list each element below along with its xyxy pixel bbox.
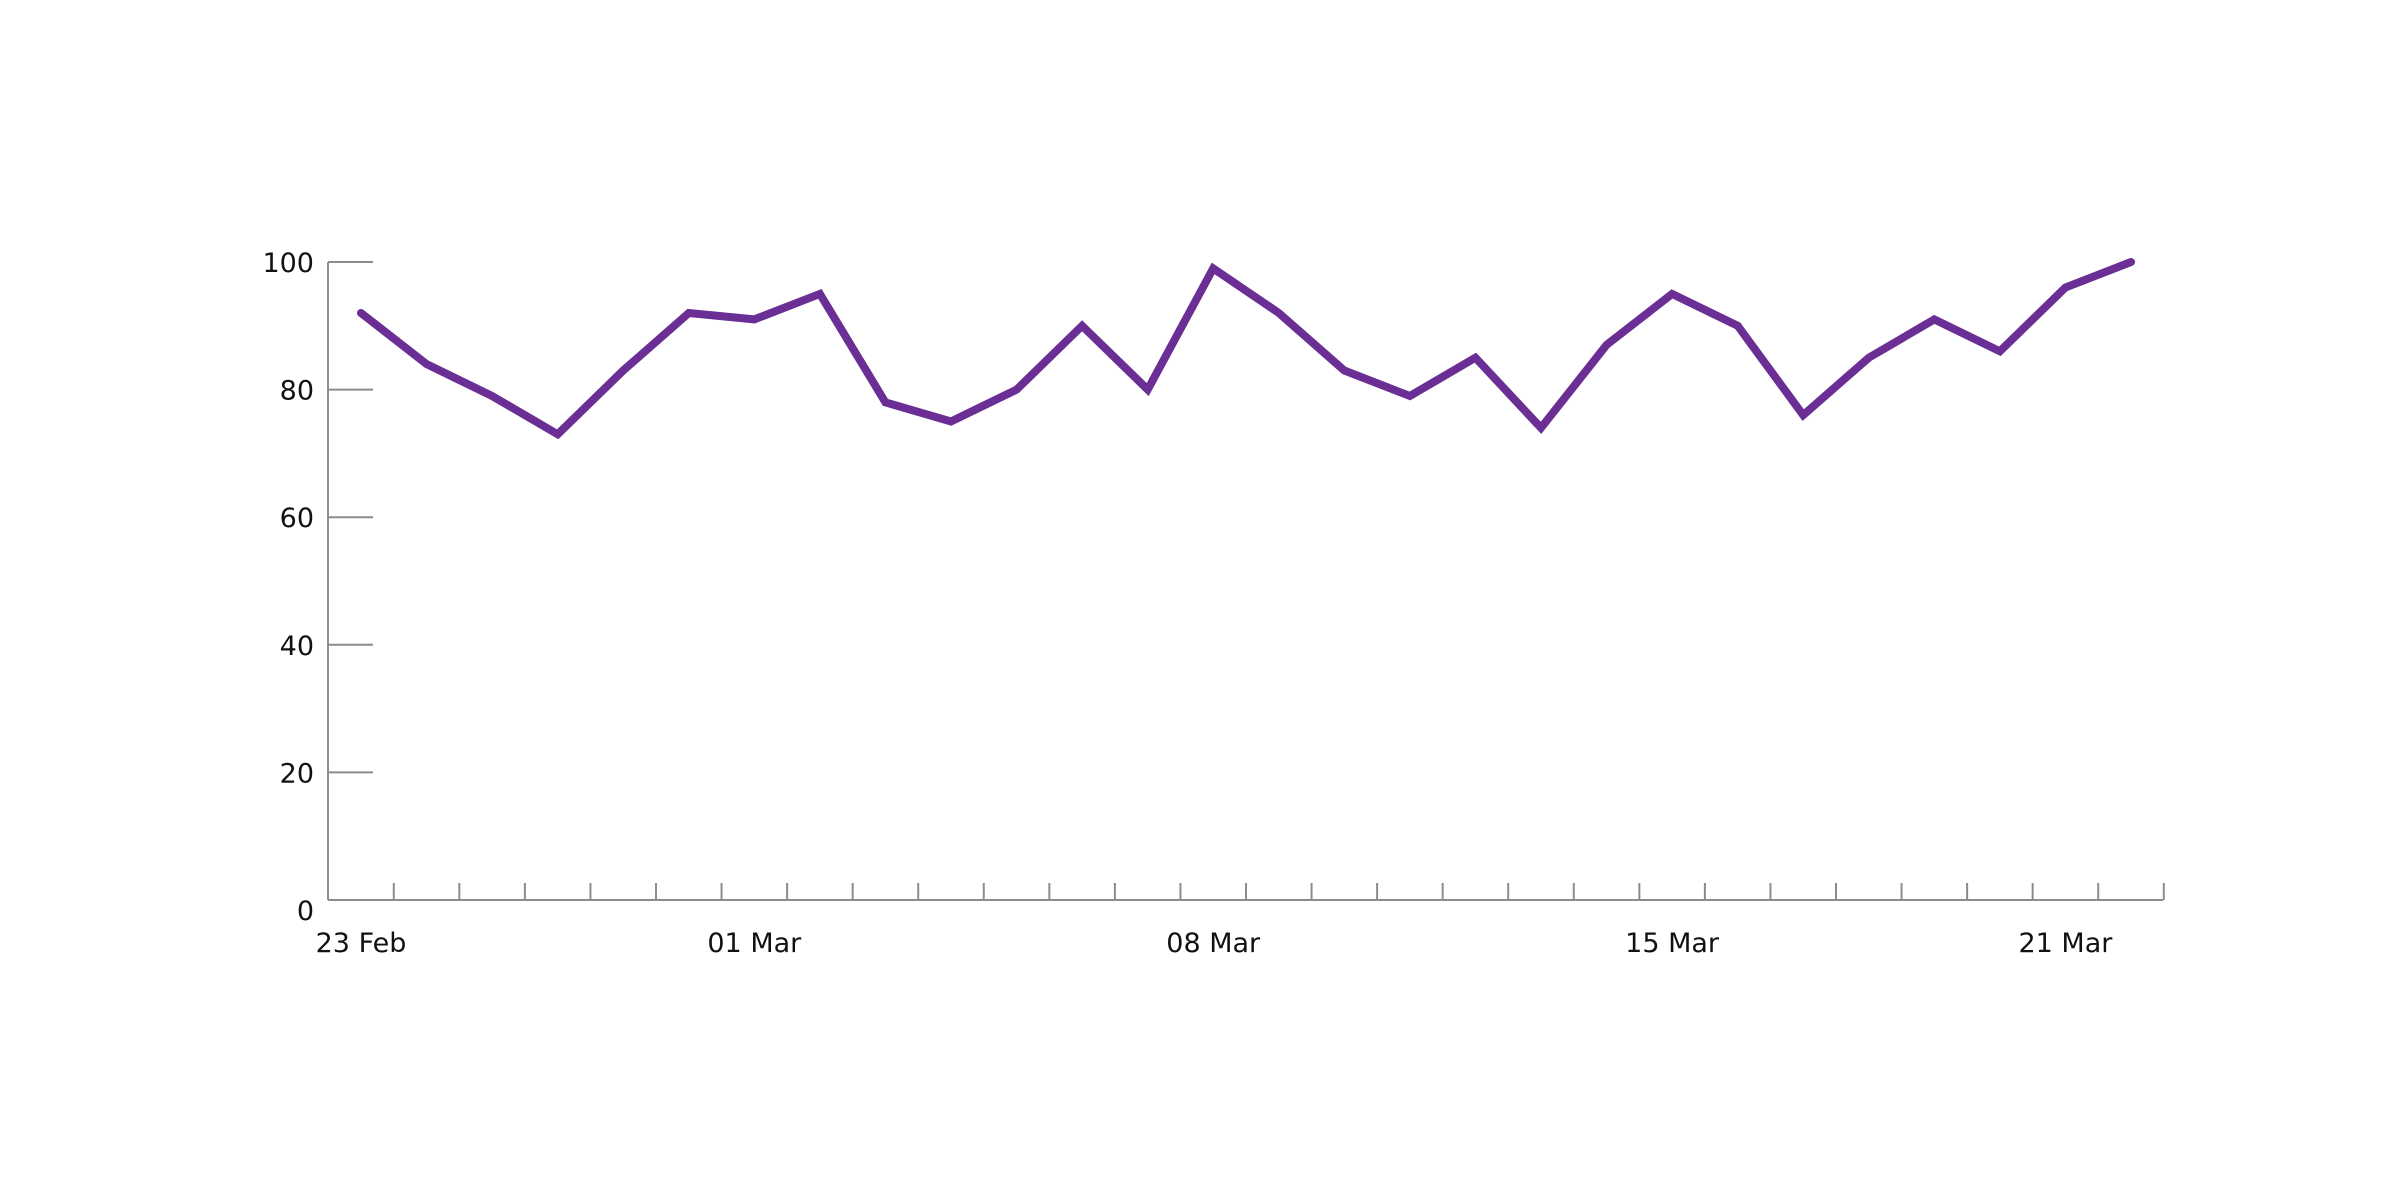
data-point (2130, 261, 2132, 263)
data-point (1278, 312, 1280, 314)
x-tick-label: 08 Mar (1166, 928, 1261, 959)
x-axis: 23 Feb 01 Mar 08 Mar 15 Mar 21 Mar (316, 883, 2165, 959)
data-point (1409, 395, 1411, 397)
x-tick-label: 15 Mar (1625, 928, 1720, 959)
y-tick-label: 40 (280, 631, 314, 662)
data-point (1671, 293, 1673, 295)
y-tick-label: 100 (262, 248, 314, 279)
data-point (1016, 389, 1018, 391)
data-point (950, 421, 952, 422)
data-point (819, 293, 821, 295)
data-point (426, 363, 428, 365)
data-point (1868, 357, 1870, 359)
data-point (1999, 350, 2001, 352)
y-axis: 0 20 40 60 80 100 (262, 248, 373, 927)
data-point (1474, 357, 1476, 359)
data-point (1737, 325, 1739, 327)
data-point (1212, 267, 1214, 269)
x-tick-label: 01 Mar (707, 928, 802, 959)
data-point (753, 318, 755, 320)
data-point (688, 312, 690, 314)
data-point (1081, 325, 1083, 327)
y-tick-label: 20 (280, 758, 314, 789)
series-line (357, 258, 2135, 440)
x-tick-label: 23 Feb (316, 928, 407, 959)
data-point (1802, 414, 1804, 416)
data-point (884, 401, 886, 403)
data-point (557, 433, 559, 435)
data-point (1343, 370, 1345, 371)
y-tick-label: 80 (280, 376, 314, 407)
y-tick-label: 0 (297, 896, 314, 927)
y-tick-label: 60 (280, 503, 314, 534)
series-layer (357, 258, 2135, 440)
x-tick-label: 21 Mar (2018, 928, 2113, 959)
data-point (2064, 287, 2066, 288)
data-point (1540, 427, 1542, 429)
data-point (622, 370, 624, 371)
data-point (1933, 318, 1935, 320)
data-point (491, 395, 493, 397)
data-point (1147, 389, 1149, 391)
data-point (1606, 344, 1608, 346)
data-point (360, 312, 362, 314)
